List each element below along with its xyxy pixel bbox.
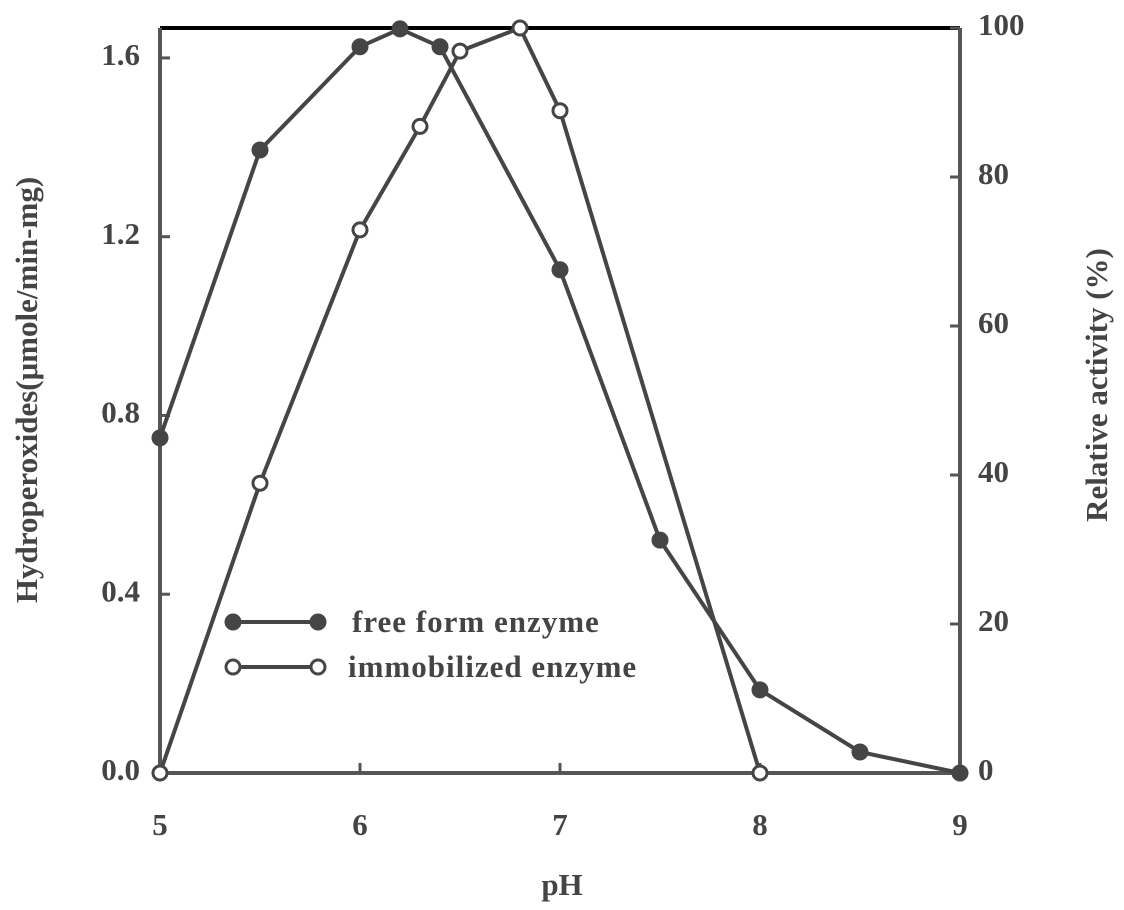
data-point <box>351 221 369 239</box>
data-point <box>251 474 269 492</box>
data-point <box>851 743 869 761</box>
legend-marker <box>309 613 327 631</box>
data-point <box>551 261 569 279</box>
x-tick-label: 8 <box>752 807 768 842</box>
data-point <box>451 42 469 60</box>
legend-marker <box>224 658 242 676</box>
y2-tick-label: 80 <box>978 156 1009 191</box>
y2-tick-label: 100 <box>978 7 1025 42</box>
x-tick-label: 5 <box>152 807 168 842</box>
y-tick-label: 1.6 <box>101 37 140 72</box>
data-point <box>351 38 369 56</box>
y2-tick-label: 40 <box>978 454 1009 489</box>
legend-label: free form enzyme <box>352 604 600 639</box>
y2-tick-label: 0 <box>978 752 994 787</box>
data-point <box>431 38 449 56</box>
x-tick-label: 7 <box>552 807 568 842</box>
data-point <box>551 102 569 120</box>
y-axis-label: Hydroperoxides(μmole/min-mg) <box>9 177 44 603</box>
series-line <box>158 26 961 775</box>
legend-marker <box>309 658 327 676</box>
data-point <box>251 141 269 159</box>
x-axis-label: pH <box>541 867 582 902</box>
legend-marker <box>224 613 242 631</box>
data-point <box>951 764 969 782</box>
data-point <box>411 117 429 135</box>
x-tick-label: 6 <box>352 807 368 842</box>
series-line <box>158 25 762 774</box>
y-tick-label: 1.2 <box>101 216 140 251</box>
data-point <box>391 20 409 38</box>
x-tick-label: 9 <box>952 807 968 842</box>
data-point <box>751 681 769 699</box>
y2-axis-label: Relative activity (%) <box>1079 248 1114 522</box>
data-point <box>651 531 669 549</box>
data-point <box>151 764 169 782</box>
y-tick-label: 0.4 <box>101 573 140 608</box>
data-point <box>151 429 169 447</box>
y-tick-label: 0.8 <box>101 395 140 430</box>
y-tick-label: 0.0 <box>101 752 140 787</box>
data-point <box>751 764 769 782</box>
y2-tick-label: 60 <box>978 305 1009 340</box>
legend-label: immobilized enzyme <box>348 649 637 684</box>
y2-tick-label: 20 <box>978 603 1009 638</box>
data-point <box>511 19 529 37</box>
